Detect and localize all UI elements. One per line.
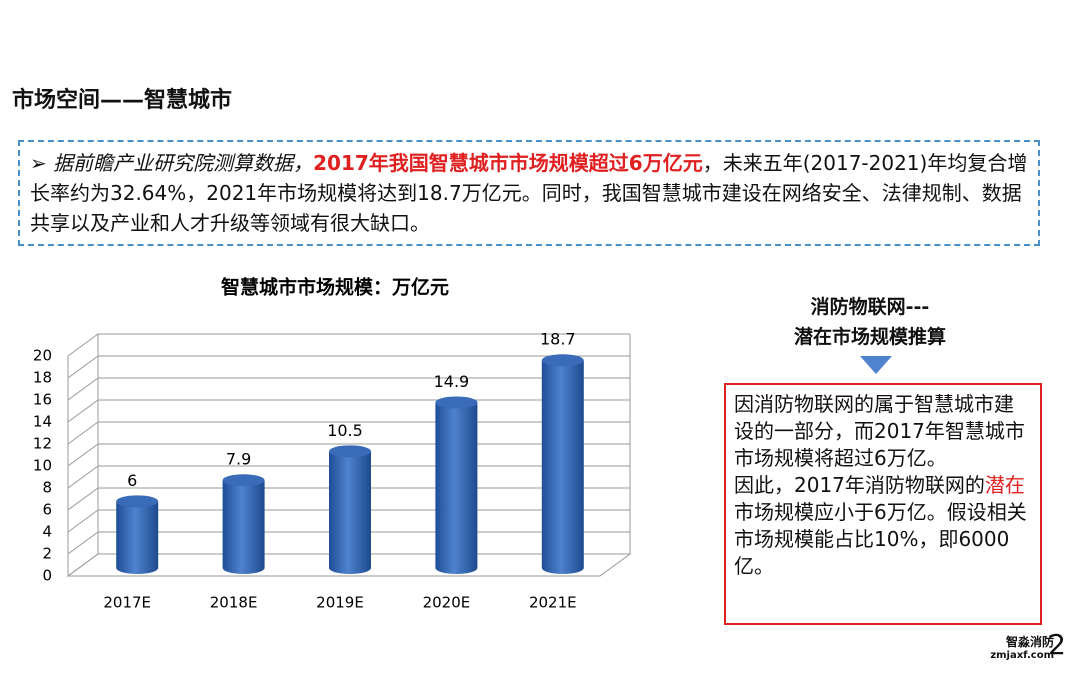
y-tick-label: 20 <box>33 347 52 365</box>
bar-body <box>329 451 371 574</box>
y-tick-label: 16 <box>33 391 52 409</box>
grid-line <box>67 377 630 401</box>
bar-top <box>329 445 371 458</box>
logo-url: zmjaxf.com <box>990 650 1054 661</box>
page-number: 2 <box>1048 628 1066 661</box>
x-tick-label: 2017E <box>103 594 151 612</box>
bar-top <box>435 396 478 409</box>
bar <box>541 354 584 574</box>
y-tick-label: 18 <box>33 369 52 387</box>
bar-top <box>222 474 265 487</box>
data-label: 14.9 <box>434 372 470 391</box>
bar-body <box>222 480 265 574</box>
x-tick-label: 2020E <box>423 594 471 612</box>
estimate-text: 因此，2017年消防物联网的潜在市场规模应小于6万亿。假设相关市场规模能占比10… <box>734 472 1032 580</box>
estimate-highlight: 潜在 <box>984 473 1025 497</box>
bar <box>329 445 371 574</box>
arrow <box>860 356 892 374</box>
logo: 智淼消防 zmjaxf.com <box>990 636 1054 662</box>
y-tick-label: 10 <box>33 457 52 475</box>
estimate-text-part: 因此，2017年消防物联网的 <box>734 473 985 497</box>
data-label: 18.7 <box>540 330 576 349</box>
data-label: 6 <box>127 471 137 490</box>
y-tick-label: 4 <box>42 523 52 541</box>
summary-text: ，未来五年(2017-2021)年均复合增长率约为32.64%，2021年市场规… <box>30 151 1028 235</box>
y-tick-label: 14 <box>33 413 52 431</box>
bar-body <box>435 402 478 574</box>
grid-line <box>67 355 630 379</box>
bar-top <box>116 495 159 508</box>
data-label: 10.5 <box>327 421 363 440</box>
page-title: 市场空间——智慧城市 <box>12 88 233 113</box>
bar <box>435 396 478 574</box>
estimate-text: 因消防物联网的属于智慧城市建设的一部分，而2017年智慧城市市场规模将超过6万亿… <box>734 392 1025 470</box>
estimate-text-part: 市场规模应小于6万亿。假设相关市场规模能占比10%，即6000亿。 <box>734 500 1027 578</box>
bar <box>116 495 159 574</box>
estimate-box: 因消防物联网的属于智慧城市建设的一部分，而2017年智慧城市市场规模将超过6万亿… <box>724 383 1042 625</box>
bar-top <box>541 354 584 367</box>
data-label: 7.9 <box>226 450 251 469</box>
y-tick-label: 2 <box>42 545 52 563</box>
bar-body <box>541 360 584 574</box>
estimate-title-line: 潜在市场规模推算 <box>793 326 946 348</box>
summary-highlight: 2017年我国智慧城市市场规模超过6万亿元 <box>313 151 703 175</box>
logo-name: 智淼消防 <box>1005 635 1054 649</box>
summary-box: ➢ 据前瞻产业研究院测算数据，2017年我国智慧城市市场规模超过6万亿元，未来五… <box>18 140 1040 246</box>
y-tick-label: 12 <box>33 435 52 453</box>
y-tick-label: 6 <box>42 501 52 519</box>
estimate-title: 消防物联网--- 潜在市场规模推算 <box>740 292 1000 352</box>
grid-line <box>67 333 630 357</box>
bullet: ➢ <box>30 151 47 175</box>
estimate-title-line: 消防物联网--- <box>810 296 930 318</box>
x-tick-label: 2021E <box>529 594 577 612</box>
summary-lead: 据前瞻产业研究院测算数据， <box>53 151 314 175</box>
y-tick-label: 8 <box>42 479 52 497</box>
x-tick-label: 2018E <box>210 594 258 612</box>
chart-title: 智慧城市市场规模：万亿元 <box>221 276 449 299</box>
y-tick-label: 0 <box>42 567 52 585</box>
x-tick-label: 2019E <box>316 594 364 612</box>
bar <box>222 474 265 574</box>
bar-body <box>116 501 159 574</box>
